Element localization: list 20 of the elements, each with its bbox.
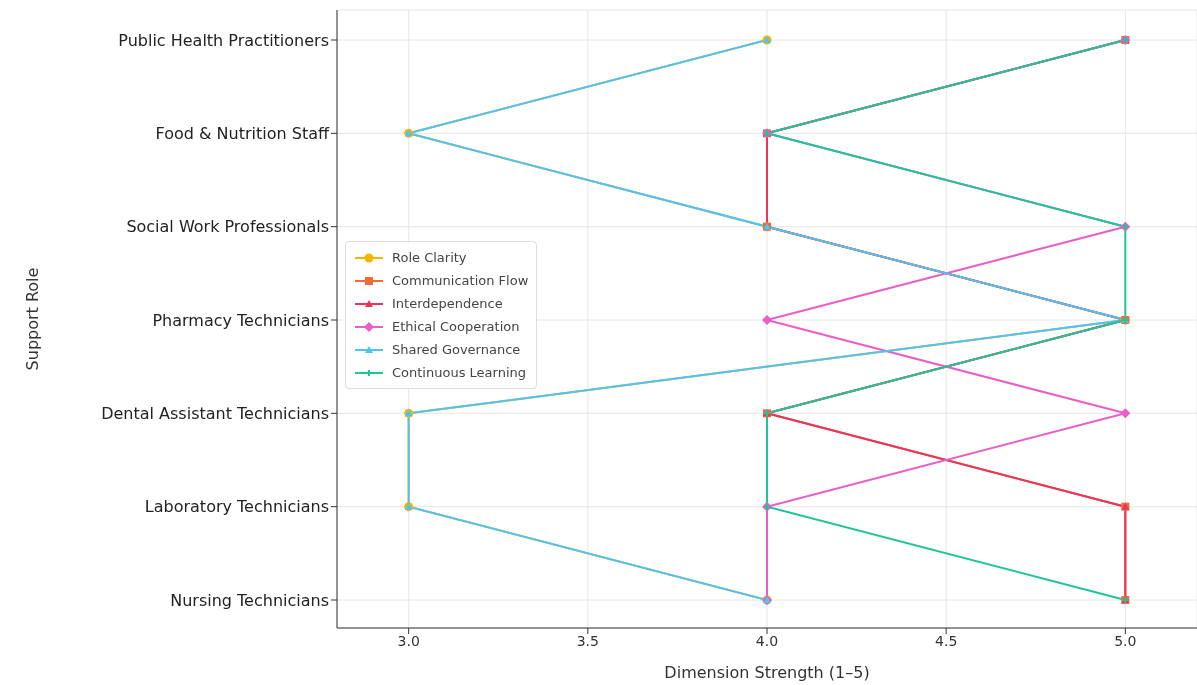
legend-label: Role Clarity <box>392 249 467 267</box>
x-tick-label: 4.0 <box>755 632 779 649</box>
y-tick-label: Pharmacy Technicians <box>152 310 329 330</box>
x-tick-label: 3.0 <box>397 632 420 649</box>
legend-label: Continuous Learning <box>392 364 526 382</box>
x-axis-title: Dimension Strength (1–5) <box>664 663 870 682</box>
legend-label: Ethical Cooperation <box>392 318 520 336</box>
y-tick-label: Food & Nutrition Staff <box>155 124 330 144</box>
y-tick-label: Public Health Practitioners <box>118 30 329 50</box>
x-tick-label: 5.0 <box>1114 632 1137 649</box>
y-tick-label: Nursing Technicians <box>170 590 329 610</box>
x-tick-label: 4.5 <box>935 632 958 649</box>
y-axis-title: Support Role <box>22 267 42 371</box>
legend-label: Shared Governance <box>392 341 521 359</box>
y-tick-label: Dental Assistant Technicians <box>101 404 329 424</box>
y-tick-label: Laboratory Technicians <box>144 497 329 517</box>
legend-label: Communication Flow <box>392 272 529 290</box>
legend-label: Interdependence <box>392 295 503 313</box>
y-tick-label: Social Work Professionals <box>126 217 329 237</box>
x-tick-label: 3.5 <box>576 632 599 649</box>
